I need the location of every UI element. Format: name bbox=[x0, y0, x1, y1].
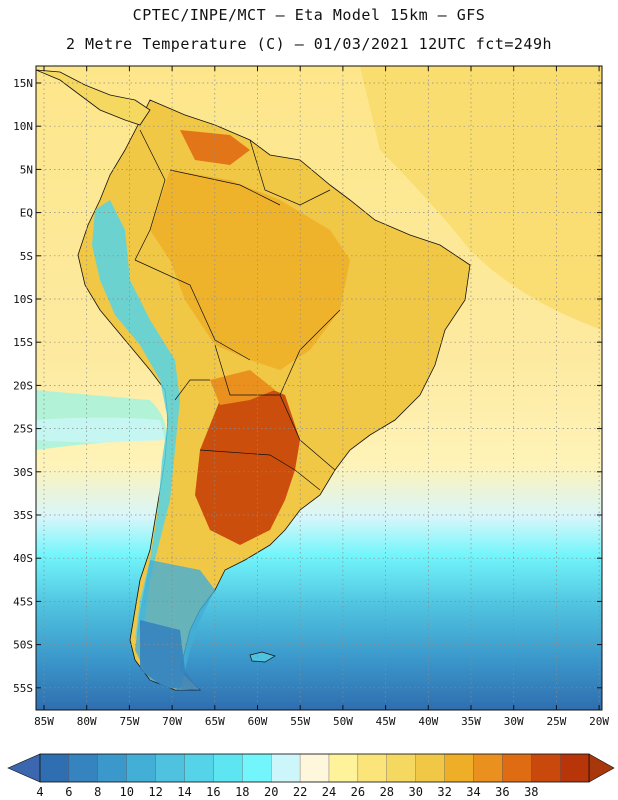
latitude-label: 20S bbox=[13, 379, 33, 392]
colorbar-over-arrow bbox=[588, 753, 615, 783]
colorbar-swatch bbox=[444, 753, 474, 783]
longitude-label: 45W bbox=[376, 715, 396, 728]
tierra-del-fuego-cold bbox=[140, 620, 200, 690]
colorbar-level-label: 8 bbox=[94, 785, 101, 799]
colorbar-level-label: 34 bbox=[466, 785, 480, 799]
longitude-label: 25W bbox=[546, 715, 566, 728]
latitude-label: 15N bbox=[13, 77, 33, 90]
colorbar-swatch bbox=[68, 753, 98, 783]
colorbar-frame bbox=[39, 753, 590, 783]
colorbar-level-label: 16 bbox=[206, 785, 220, 799]
colorbar-swatch bbox=[299, 753, 330, 783]
central-america-land bbox=[36, 69, 151, 126]
colorbar-swatch bbox=[357, 753, 387, 783]
latitude-label: EQ bbox=[20, 207, 33, 220]
latitude-label: 30S bbox=[13, 466, 33, 479]
argentina-hot-core bbox=[195, 380, 300, 545]
latitude-label: 15S bbox=[13, 336, 33, 349]
colorbar-level-label: 22 bbox=[293, 785, 307, 799]
colorbar-swatch bbox=[473, 753, 503, 783]
colorbar-swatch bbox=[415, 753, 445, 783]
plot-frame bbox=[35, 65, 603, 711]
colorbar-swatch bbox=[271, 753, 301, 783]
latitude-labels: 15N 10N 5N EQ 5S 10S 15S 20S 25S 30S 35S 40S 45S 50S 5… bbox=[13, 77, 33, 695]
latitude-label: 55S bbox=[13, 682, 33, 695]
map-field bbox=[36, 66, 602, 710]
warm-atlantic-band bbox=[360, 66, 602, 330]
colorbar-swatch bbox=[155, 753, 185, 783]
latitude-label: 10S bbox=[13, 293, 33, 306]
colorbar-swatch bbox=[328, 753, 359, 783]
longitude-label: 85W bbox=[34, 715, 54, 728]
colorbar-level-label: 24 bbox=[322, 785, 336, 799]
colorbar-swatch bbox=[97, 753, 127, 783]
latitude-label: 35S bbox=[13, 509, 33, 522]
colorbar-level-label: 4 bbox=[36, 785, 43, 799]
longitude-label: 75W bbox=[119, 715, 139, 728]
colorbar-level-label: 30 bbox=[408, 785, 422, 799]
colorbar-under-arrow bbox=[7, 753, 41, 783]
latitude-label: 5N bbox=[20, 163, 33, 176]
axis-ticks bbox=[36, 66, 602, 710]
pacific-cool-tongue-inner bbox=[36, 417, 165, 443]
colorbar-level-label: 6 bbox=[65, 785, 72, 799]
longitude-label: 40W bbox=[418, 715, 438, 728]
colorbar-level-label: 36 bbox=[495, 785, 509, 799]
colorbar-level-label: 38 bbox=[524, 785, 538, 799]
longitude-label: 80W bbox=[77, 715, 97, 728]
colorbar-level-label: 20 bbox=[264, 785, 278, 799]
longitude-label: 20W bbox=[589, 715, 609, 728]
longitude-label: 55W bbox=[290, 715, 310, 728]
colorbar-swatch bbox=[560, 753, 590, 783]
colorbar-level-label: 14 bbox=[177, 785, 191, 799]
longitude-labels: 85W 80W 75W 70W 65W 60W 55W 50W 45W 40W 35W 30W 25W 2… bbox=[34, 715, 609, 728]
colorbar-swatch bbox=[502, 753, 532, 783]
longitude-label: 65W bbox=[205, 715, 225, 728]
longitude-label: 50W bbox=[333, 715, 353, 728]
longitude-label: 60W bbox=[248, 715, 268, 728]
latitude-label: 40S bbox=[13, 552, 33, 565]
temperature-colorbar bbox=[7, 753, 615, 783]
colorbar-level-label: 12 bbox=[148, 785, 162, 799]
andes-cold-strip bbox=[92, 200, 180, 640]
latitude-label: 50S bbox=[13, 639, 33, 652]
colorbar-swatch bbox=[242, 753, 272, 783]
colorbar-swatch bbox=[213, 753, 243, 783]
latitude-label: 5S bbox=[20, 250, 33, 263]
colorbar-level-label: 28 bbox=[380, 785, 394, 799]
chaco-warm-region bbox=[210, 370, 275, 405]
latitude-label: 45S bbox=[13, 595, 33, 608]
colorbar-swatch bbox=[386, 753, 416, 783]
longitude-label: 70W bbox=[162, 715, 182, 728]
colorbar-level-label: 26 bbox=[351, 785, 365, 799]
longitude-label: 35W bbox=[461, 715, 481, 728]
longitude-label: 30W bbox=[504, 715, 524, 728]
colorbar-labels: 4 6 8 10 12 14 16 18 20 22 24 26 28 30 32 34 36 38 bbox=[36, 785, 538, 799]
colorbar-level-label: 10 bbox=[119, 785, 133, 799]
colorbar-swatch bbox=[184, 753, 214, 783]
colorbar-level-label: 32 bbox=[437, 785, 451, 799]
latitude-label: 10N bbox=[13, 120, 33, 133]
falkland-islands bbox=[249, 651, 276, 663]
latitude-label: 25S bbox=[13, 423, 33, 436]
colorbar-swatch bbox=[39, 753, 70, 783]
map-subtitle: 2 Metre Temperature (C) – 01/03/2021 12U… bbox=[65, 35, 553, 53]
colorbar-swatch bbox=[126, 753, 156, 783]
map-gridlines bbox=[36, 66, 602, 710]
colorbar-level-label: 18 bbox=[235, 785, 249, 799]
map-title: CPTEC/INPE/MCT – Eta Model 15km – GFS bbox=[132, 6, 486, 24]
colorbar-swatch bbox=[531, 753, 561, 783]
